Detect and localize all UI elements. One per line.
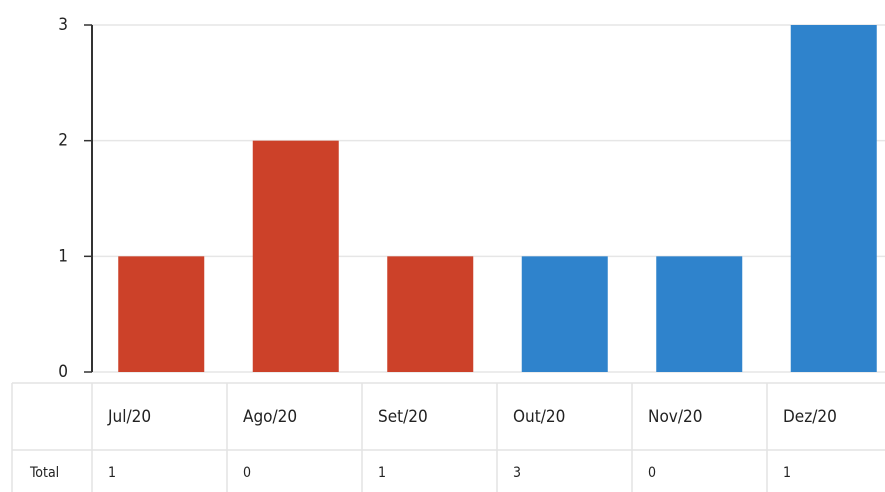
- bar: [387, 256, 474, 372]
- table-cell: 0: [243, 465, 251, 481]
- bar: [252, 140, 339, 372]
- column-header: Out/20: [513, 407, 565, 427]
- column-header: Jul/20: [107, 407, 151, 427]
- y-tick-label: 3: [58, 15, 68, 35]
- table-cell: 1: [378, 465, 386, 481]
- y-tick-label: 1: [58, 246, 68, 266]
- bar: [118, 256, 205, 372]
- column-header: Ago/20: [243, 407, 297, 427]
- table-cell: 3: [513, 465, 521, 481]
- y-tick-label: 2: [58, 131, 68, 151]
- row-label: Total: [29, 465, 59, 481]
- table-cell: 1: [783, 465, 791, 481]
- y-tick-label: 0: [58, 362, 68, 382]
- table-cell: 1: [108, 465, 116, 481]
- bar: [790, 25, 877, 372]
- bar: [656, 256, 743, 372]
- column-header: Dez/20: [783, 407, 837, 427]
- bar: [521, 256, 608, 372]
- column-header: Nov/20: [648, 407, 702, 427]
- table-cell: 0: [648, 465, 656, 481]
- column-header: Set/20: [378, 407, 428, 427]
